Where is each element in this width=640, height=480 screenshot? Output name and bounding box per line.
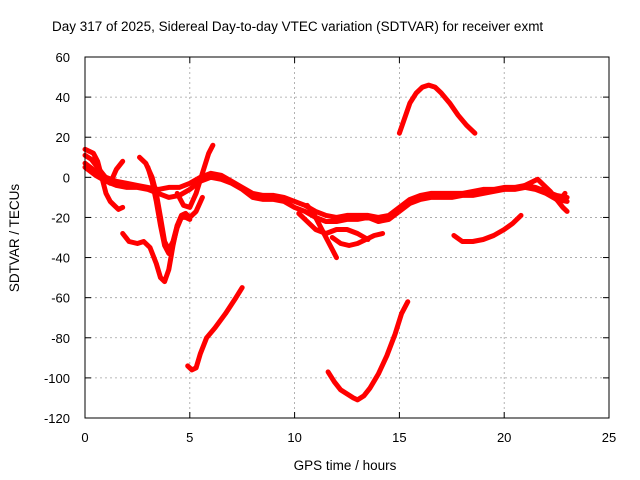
x-axis-label: GPS time / hours (294, 458, 397, 473)
x-tick-label: 5 (186, 430, 193, 445)
grid (85, 57, 609, 418)
x-tick-label: 0 (81, 430, 88, 445)
x-tick-label: 20 (497, 430, 511, 445)
series-s9 (185, 285, 245, 373)
y-axis-label: SDTVAR / TECUs (7, 184, 22, 293)
y-tick-label: 20 (56, 130, 70, 145)
series-s12 (329, 231, 386, 248)
series-s6 (145, 164, 193, 256)
y-tick-label: -20 (51, 210, 70, 225)
series-s13 (325, 299, 411, 403)
x-tick-label: 25 (602, 430, 616, 445)
y-tick-label: 60 (56, 50, 70, 65)
series-s1 (82, 160, 570, 220)
series-s8 (174, 142, 216, 210)
series-s15 (451, 212, 524, 244)
series-s2 (82, 164, 570, 224)
x-tick-label: 15 (392, 430, 406, 445)
y-tick-label: -80 (51, 331, 70, 346)
data-series (82, 82, 570, 403)
series-s7 (120, 194, 205, 285)
series-s3 (82, 146, 126, 212)
series-s4 (82, 152, 126, 186)
chart-title: Day 317 of 2025, Sidereal Day-to-day VTE… (52, 19, 543, 34)
series-s11 (296, 210, 371, 242)
y-tick-label: -120 (44, 411, 70, 426)
y-tick-label: 40 (56, 90, 70, 105)
ticks: 0 5 10 15 20 25 -120 -100 -80 -60 -40 -20 0 20 40 60 (44, 50, 616, 445)
y-tick-label: -100 (44, 371, 70, 386)
y-tick-label: 0 (63, 170, 70, 185)
series-s14 (396, 82, 478, 136)
y-tick-label: -60 (51, 291, 70, 306)
y-tick-label: -40 (51, 251, 70, 266)
x-tick-label: 10 (287, 430, 301, 445)
plot-frame (84, 56, 610, 419)
series-s17 (526, 182, 568, 204)
